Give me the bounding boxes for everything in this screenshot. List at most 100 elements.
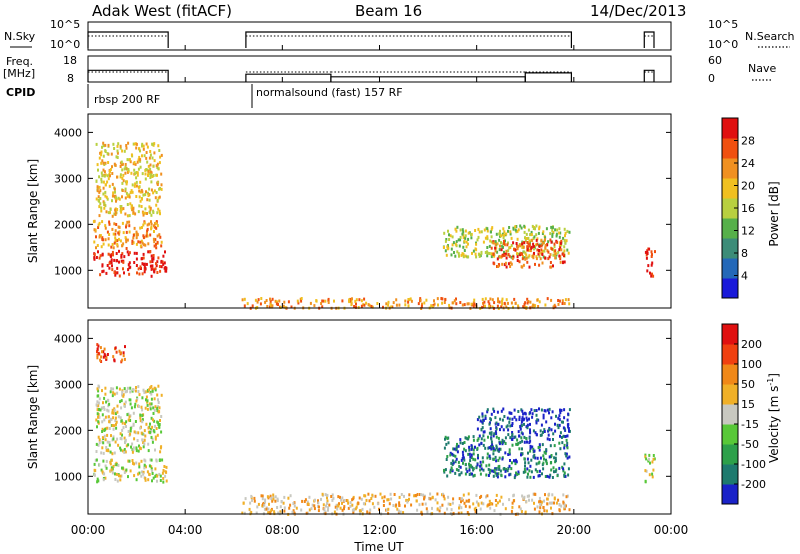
velocity-cell [503, 440, 506, 444]
velocity-cell [543, 428, 546, 432]
power-cell [145, 168, 148, 171]
power-cell [473, 298, 476, 302]
velocity-cell [307, 502, 310, 506]
power-cell [516, 247, 519, 251]
velocity-cell [161, 471, 164, 475]
noise-right-label: N.Search [745, 30, 795, 43]
velocity-cell [531, 415, 534, 419]
power-cell [150, 180, 153, 184]
velocity-cell [268, 502, 270, 506]
velocity-cell [151, 440, 154, 444]
velocity-cell [451, 452, 454, 456]
noise-panel: N.Sky 10^5 10^0 10^5 10^0 N.Search [4, 18, 795, 51]
velocity-cell [341, 496, 344, 500]
power-cell [549, 261, 552, 264]
power-cell [515, 225, 518, 228]
power-cell [115, 196, 118, 200]
velocity-cell [565, 454, 568, 458]
power-cell [385, 302, 388, 306]
velocity-cell [567, 412, 570, 416]
power-cell [139, 244, 142, 248]
power-cell [556, 228, 559, 232]
power-cell [538, 300, 541, 304]
power-cell [507, 301, 509, 305]
power-cell [487, 300, 490, 304]
velocity-region-0 [93, 458, 168, 484]
power-cell [407, 304, 410, 308]
velocity-cell [489, 468, 492, 472]
power-cell [541, 232, 544, 235]
power-cell [110, 261, 113, 265]
velocity-cell [351, 508, 354, 512]
power-cell [458, 244, 461, 248]
velocity-colorbar-swatch-7 [722, 344, 738, 365]
power-cell [531, 305, 534, 309]
power-cell [266, 305, 269, 308]
velocity-cell [155, 427, 158, 430]
power-cell [126, 203, 129, 206]
velocity-cell [491, 502, 494, 506]
power-cell [100, 177, 103, 181]
velocity-cell [373, 505, 376, 509]
velocity-cell [557, 426, 560, 430]
velocity-cell [459, 441, 462, 445]
velocity-cell [101, 427, 104, 431]
power-cell [494, 242, 497, 246]
velocity-cell [644, 453, 647, 457]
velocity-cell [530, 470, 533, 474]
velocity-cell [553, 501, 555, 505]
velocity-cell [96, 480, 99, 484]
velocity-cell [451, 501, 454, 505]
power-cell [149, 173, 152, 177]
velocity-cell [138, 444, 140, 448]
power-cell [147, 174, 149, 177]
power-cell [102, 186, 105, 190]
cpid-label: CPID [6, 86, 35, 99]
velocity-cell [291, 510, 294, 514]
velocity-cell [443, 469, 445, 472]
velocity-cell [118, 474, 120, 478]
power-cell [498, 248, 501, 252]
power-cell [489, 297, 492, 301]
power-cell [450, 253, 453, 257]
power-cell [100, 150, 103, 154]
velocity-cell [470, 447, 473, 451]
power-cell [153, 244, 156, 248]
power-cell [135, 230, 138, 234]
power-cell [157, 207, 160, 211]
velocity-cell [241, 511, 244, 515]
power-cell [648, 247, 651, 251]
velocity-cell [488, 422, 491, 426]
velocity-cell [136, 439, 139, 442]
velocity-cell [123, 436, 126, 440]
velocity-cell [514, 462, 517, 466]
power-cell [127, 268, 130, 272]
velocity-cell [494, 467, 497, 471]
velocity-cell [157, 405, 160, 409]
velocity-cell [289, 494, 292, 498]
velocity-cell [162, 477, 165, 480]
velocity-cell [141, 408, 144, 412]
power-cell [160, 153, 163, 157]
power-cell [159, 155, 162, 159]
velocity-cell [267, 511, 270, 515]
power-cell [149, 167, 152, 171]
velocity-cell [114, 419, 117, 423]
power-cell [482, 301, 484, 305]
power-cell [104, 238, 107, 242]
velocity-cell [105, 448, 108, 452]
power-cell [140, 239, 143, 243]
velocity-cell [453, 447, 456, 451]
velocity-cell [497, 448, 499, 452]
velocity-cell [97, 479, 100, 483]
velocity-cell [105, 459, 108, 463]
velocity-cell [644, 455, 647, 459]
velocity-cell [516, 438, 519, 442]
velocity-cell [466, 511, 469, 514]
power-cell [528, 239, 531, 243]
velocity-cell [115, 422, 117, 426]
power-cell [509, 246, 512, 249]
power-cell [523, 305, 526, 309]
power-cell [141, 172, 144, 176]
velocity-cell [538, 496, 541, 500]
